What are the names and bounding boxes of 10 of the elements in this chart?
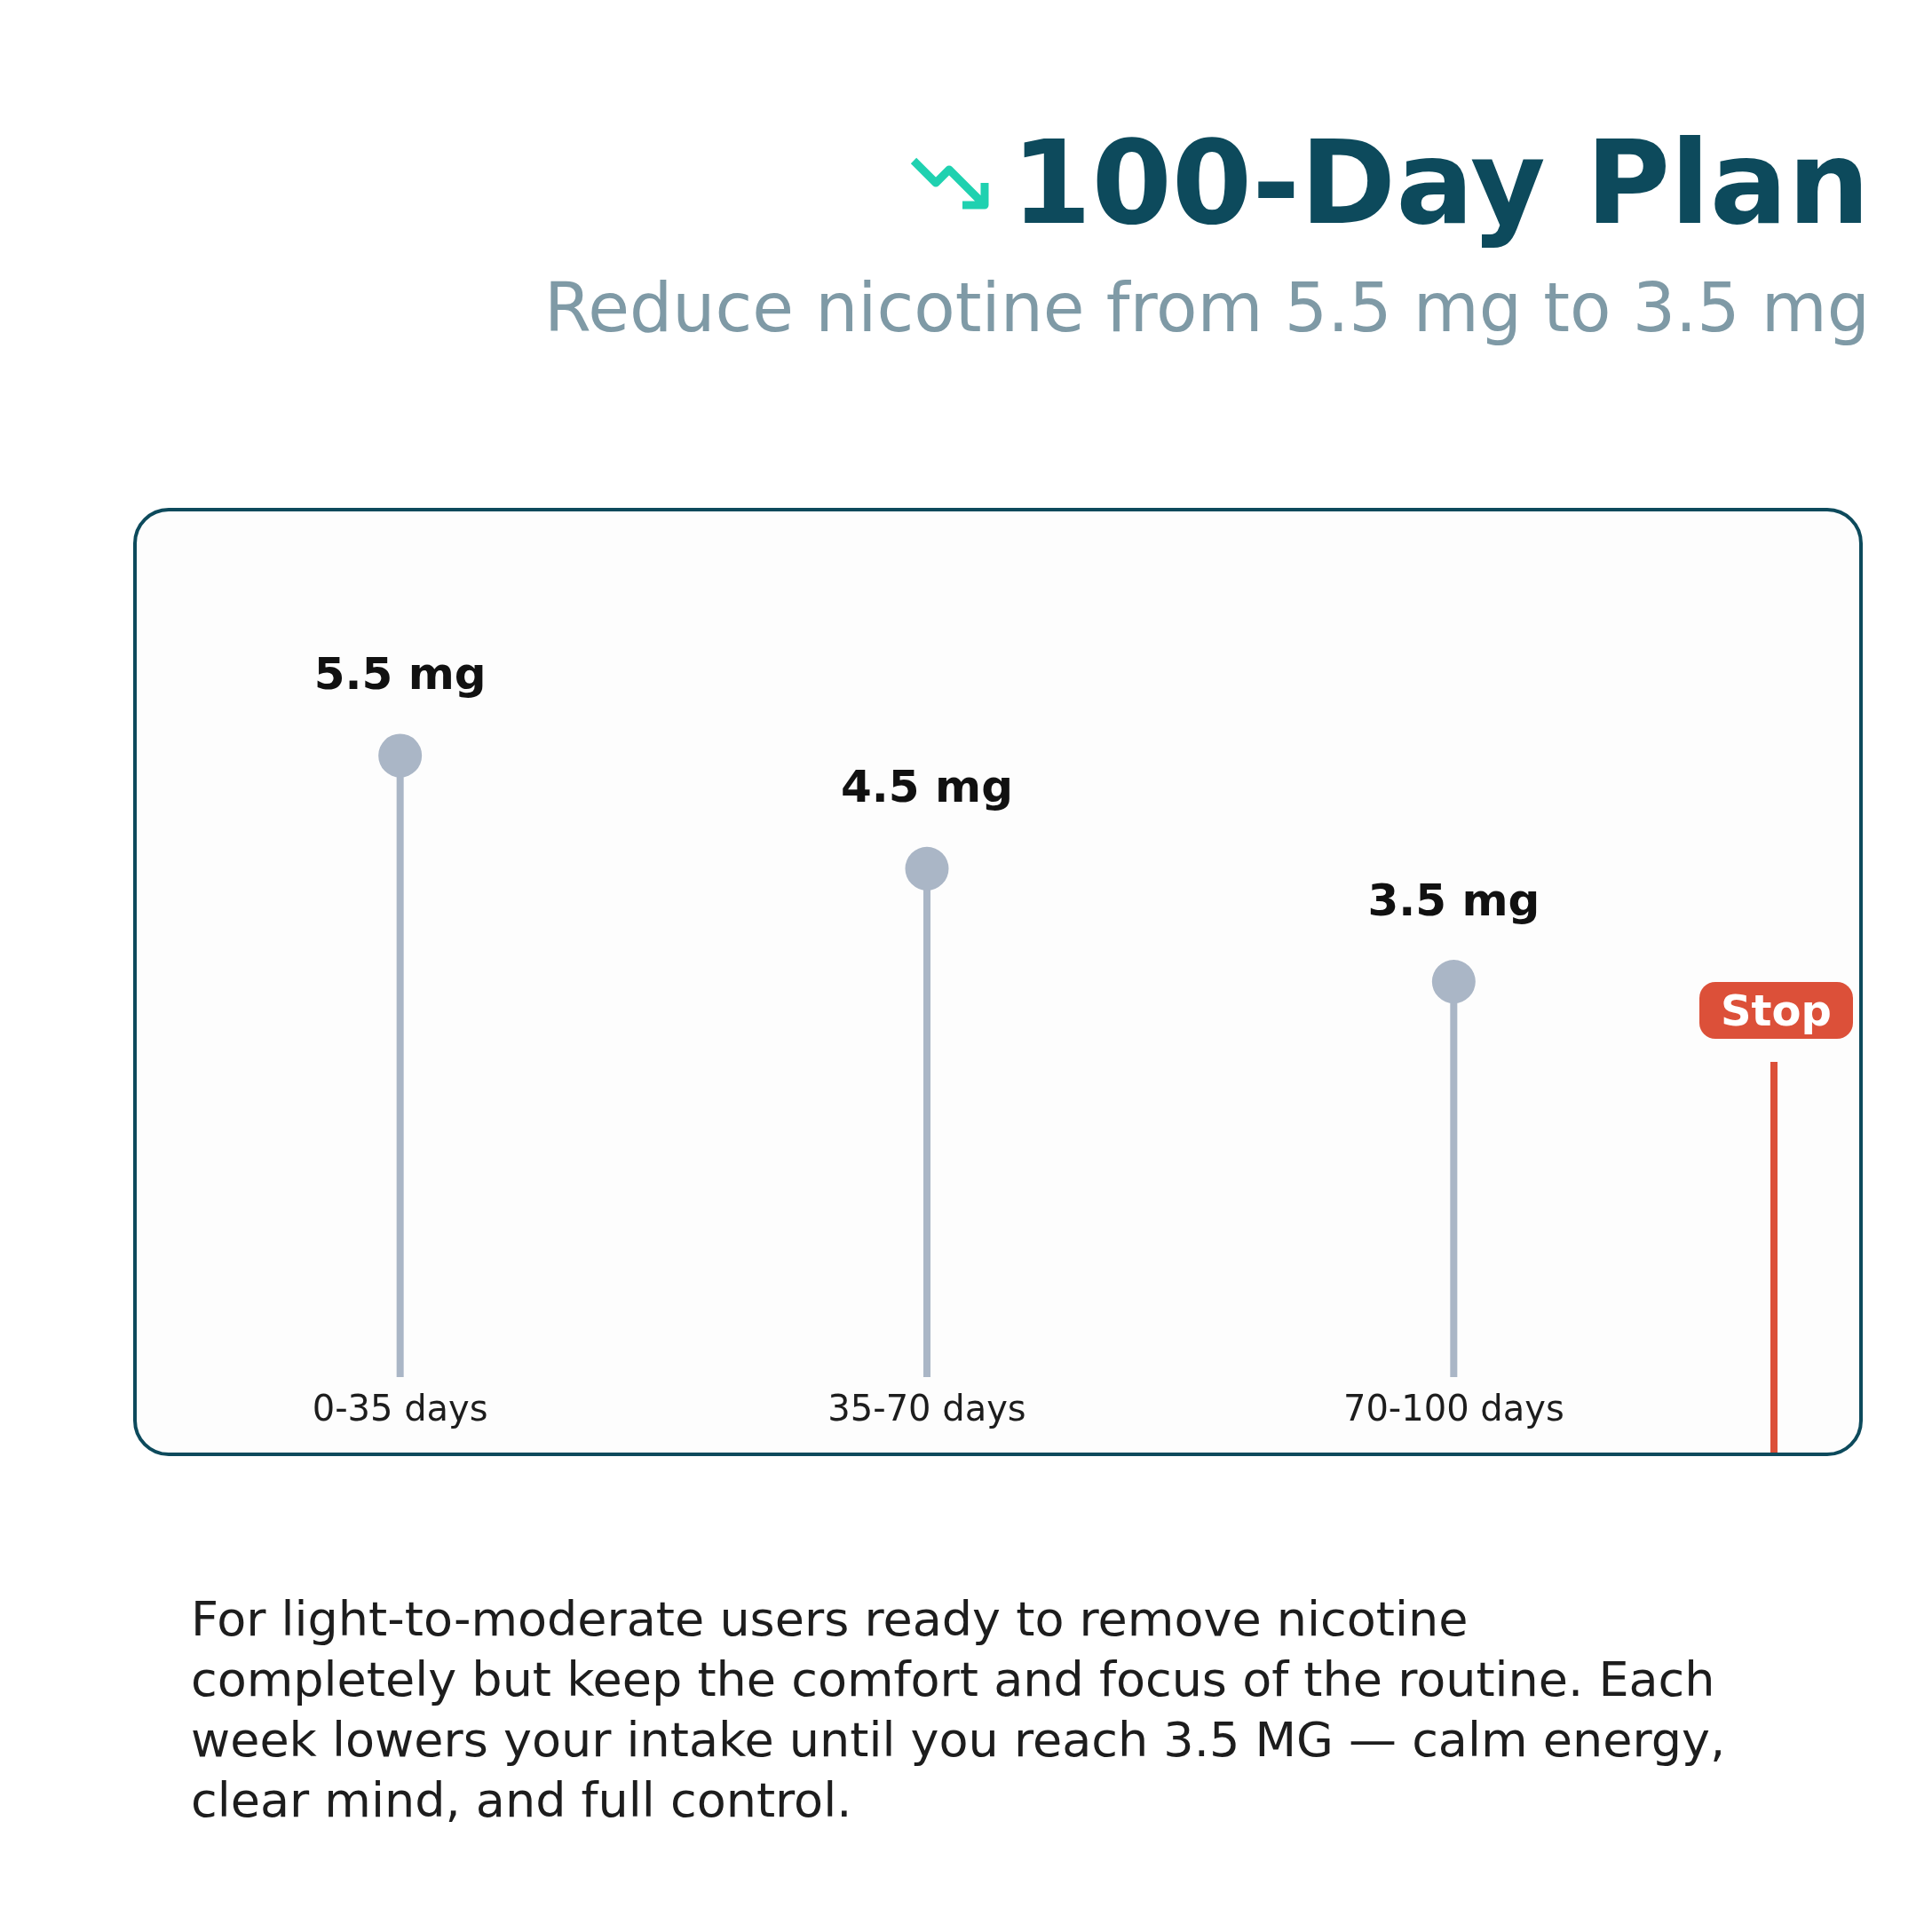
data-label: 3.5 mg xyxy=(1367,874,1540,926)
chart-subtitle: Reduce nicotine from 5.5 mg to 3.5 mg xyxy=(543,268,1870,347)
text: Stop xyxy=(1699,982,1853,1039)
chart-title: 100-Day Plan xyxy=(1010,115,1870,250)
text: For light-to-moderate users ready to remove nicotine completely but keep the comfort and focus of the routine. Each week lowers your intake until you reach 3.5 MG — calm energy, clear mind, and full control. xyxy=(191,1590,1727,1830)
x-tick-label: 35-70 days xyxy=(827,1387,1026,1429)
x-tick-label: 0-35 days xyxy=(312,1387,488,1429)
data-label: 4.5 mg xyxy=(841,761,1013,813)
data-label: 5.5 mg xyxy=(313,648,487,700)
x-tick-label: 70-100 days xyxy=(1342,1387,1564,1429)
